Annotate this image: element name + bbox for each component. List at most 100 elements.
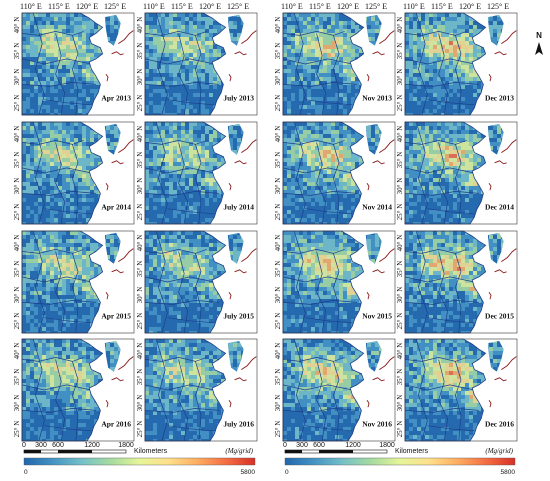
emission-cell [323, 13, 327, 17]
emission-cell [58, 53, 62, 57]
emission-cell [315, 166, 319, 170]
emission-cell [185, 126, 189, 130]
emission-cell [38, 214, 42, 218]
emission-cell [82, 202, 86, 206]
emission-cell [287, 45, 291, 49]
emission-cell [153, 97, 157, 101]
emission-cell [209, 134, 213, 138]
emission-cell [327, 49, 331, 53]
emission-cell [42, 166, 46, 170]
emission-cell [169, 194, 173, 198]
emission-cell [50, 194, 54, 198]
emission-cell [469, 65, 473, 69]
emission-cell [209, 49, 213, 53]
emission-cell [425, 53, 429, 57]
emission-cell [367, 21, 371, 25]
emission-cell [193, 17, 197, 21]
emission-cell [149, 198, 153, 202]
emission-cell [185, 61, 189, 65]
emission-cell [165, 25, 169, 29]
emission-cell [153, 122, 157, 126]
emission-cell [295, 57, 299, 61]
emission-cell [78, 109, 82, 113]
emission-cell [213, 97, 217, 101]
emission-cell [94, 25, 98, 29]
emission-cell [283, 69, 287, 73]
emission-cell [197, 13, 201, 17]
emission-cell [299, 113, 303, 115]
emission-cell [74, 202, 78, 206]
emission-cell [311, 97, 315, 101]
emission-cell [46, 198, 50, 202]
emission-cell [197, 101, 201, 105]
emission-cell [177, 146, 181, 150]
emission-cell [38, 57, 42, 61]
emission-cell [42, 182, 46, 186]
emission-cell [355, 81, 359, 85]
emission-cell [303, 53, 307, 57]
emission-cell [315, 97, 319, 101]
emission-cell [291, 178, 295, 182]
emission-cell [433, 105, 437, 109]
emission-cell [50, 109, 54, 113]
emission-cell [343, 126, 347, 130]
emission-cell [417, 53, 421, 57]
emission-cell [70, 109, 74, 113]
emission-cell [185, 182, 189, 186]
emission-cell [173, 25, 177, 29]
emission-cell [347, 178, 351, 182]
emission-cell [429, 73, 433, 77]
emission-cell [42, 138, 46, 142]
emission-cell [441, 97, 445, 101]
emission-cell [82, 45, 86, 49]
emission-cell [70, 45, 74, 49]
emission-cell [82, 142, 86, 146]
emission-cell [38, 202, 42, 206]
emission-cell [343, 33, 347, 37]
emission-cell [469, 41, 473, 45]
emission-cell [433, 45, 437, 49]
emission-cell [437, 57, 441, 61]
emission-cell [26, 89, 30, 93]
emission-cell [153, 150, 157, 154]
emission-cell [54, 105, 58, 109]
emission-cell [50, 218, 54, 222]
emission-cell [54, 65, 58, 69]
emission-cell [339, 130, 343, 134]
emission-cell [181, 101, 185, 105]
emission-cell [323, 109, 327, 113]
emission-cell [26, 45, 30, 49]
emission-cell [82, 154, 86, 158]
emission-cell [153, 134, 157, 138]
emission-cell [173, 150, 177, 154]
emission-cell [335, 29, 339, 33]
emission-cell [209, 174, 213, 178]
emission-cell [62, 25, 66, 29]
emission-cell [237, 146, 241, 150]
emission-cell [82, 130, 86, 134]
emission-cell [42, 81, 46, 85]
emission-cell [351, 85, 355, 89]
emission-cell [145, 81, 149, 85]
emission-cell [78, 146, 82, 150]
emission-cell [177, 154, 181, 158]
emission-cell [185, 113, 189, 115]
emission-cell [453, 49, 457, 53]
emission-cell [437, 45, 441, 49]
emission-cell [287, 65, 291, 69]
emission-cell [26, 166, 30, 170]
emission-cell [70, 21, 74, 25]
emission-cell [283, 162, 287, 166]
emission-cell [90, 178, 94, 182]
emission-cell [229, 25, 233, 29]
emission-cell [153, 45, 157, 49]
emission-cell [22, 37, 26, 41]
emission-cell [34, 85, 38, 89]
emission-cell [157, 154, 161, 158]
emission-cell [161, 113, 165, 115]
emission-cell [149, 57, 153, 61]
emission-cell [66, 17, 70, 21]
emission-cell [405, 29, 409, 33]
emission-cell [213, 206, 217, 210]
emission-cell [30, 113, 34, 115]
